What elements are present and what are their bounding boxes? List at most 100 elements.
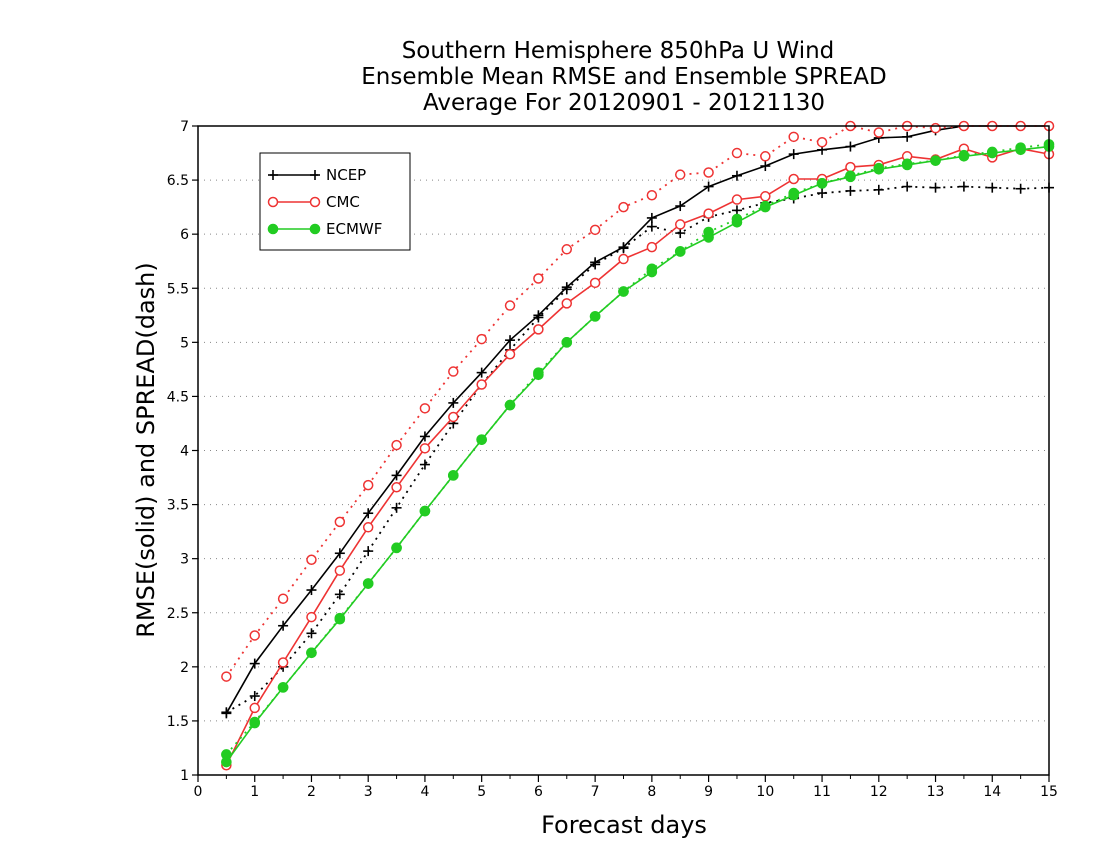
cmc-rmse-point <box>306 611 317 623</box>
y-tick-label: 2 <box>180 660 189 676</box>
y-tick-label: 4.5 <box>167 389 189 405</box>
x-tick-label: 11 <box>813 784 831 800</box>
cmc-rmse-point <box>249 702 260 714</box>
ncep-rmse-point <box>419 431 430 442</box>
x-tick-label: 12 <box>870 784 888 800</box>
legend: NCEP CMC ECMWF <box>259 152 411 251</box>
ncep-spread-point <box>902 181 913 192</box>
ncep-spread-point <box>958 181 969 192</box>
ecmwf-rmse-point <box>958 150 970 162</box>
x-tick-label: 4 <box>420 784 429 800</box>
cmc-rmse-point <box>561 298 573 309</box>
y-tick-label: 2.5 <box>167 606 189 622</box>
ncep-rmse-point <box>249 658 260 669</box>
x-axis-label: Forecast days <box>541 811 707 839</box>
ncep-rmse-point <box>590 257 601 268</box>
legend-label-ecmwf: ECMWF <box>326 220 382 238</box>
ecmwf-rmse-point <box>731 216 743 228</box>
ecmwf-rmse-point <box>986 147 998 159</box>
ecmwf-rmse-point <box>476 434 487 445</box>
y-tick-label: 3.5 <box>167 498 189 514</box>
ncep-spread-point <box>334 589 345 600</box>
ncep-spread-point <box>731 205 742 216</box>
ncep-rmse-point <box>476 367 487 378</box>
ncep-rmse-point <box>675 201 686 212</box>
ncep-spread-point <box>675 228 686 239</box>
ncep-rmse-point <box>306 585 317 596</box>
ecmwf-rmse-point <box>561 337 573 348</box>
title-line-1: Southern Hemisphere 850hPa U Wind <box>402 38 835 64</box>
ncep-spread-line <box>225 185 1050 714</box>
cmc-spread-point <box>419 403 431 414</box>
ncep-spread-point <box>930 182 941 193</box>
legend-marker-ecmwf <box>267 223 279 235</box>
ncep-rmse-point <box>731 170 742 181</box>
ncep-rmse-point <box>646 212 657 223</box>
ncep-rmse-point <box>334 548 345 559</box>
ecmwf-rmse-point <box>674 246 686 257</box>
x-tick-label: 10 <box>756 784 774 800</box>
cmc-spread-point <box>334 516 346 528</box>
ecmwf-rmse-point <box>589 311 601 322</box>
cmc-spread-point <box>760 151 771 162</box>
ecmwf-rmse-point <box>277 682 289 693</box>
legend-label-cmc: CMC <box>326 193 360 211</box>
ncep-spread-point <box>817 188 828 199</box>
legend-marker-ncep <box>310 170 320 180</box>
cmc-rmse-point <box>476 379 487 390</box>
chart-title: Southern Hemisphere 850hPa U Wind Ensemb… <box>361 38 886 116</box>
ncep-spread-point <box>306 628 317 639</box>
ncep-spread-point <box>419 459 430 470</box>
cmc-rmse-point <box>760 191 771 202</box>
y-tick-label: 1 <box>180 768 189 784</box>
x-tick-label: 14 <box>983 784 1001 800</box>
cmc-spread-point <box>731 147 743 159</box>
y-tick-label: 3 <box>180 552 189 568</box>
ecmwf-rmse-point <box>221 756 232 768</box>
title-line-3: Average For 20120901 - 20121130 <box>423 90 825 116</box>
y-tick-label: 1.5 <box>167 714 189 730</box>
y-tick-label: 5.5 <box>167 281 189 297</box>
ecmwf-rmse-point <box>646 266 658 278</box>
cmc-spread-point <box>362 479 374 491</box>
x-tick-label: 9 <box>704 784 713 800</box>
y-tick-label: 7 <box>180 119 189 135</box>
x-tick-label: 1 <box>250 784 259 800</box>
x-axis: 0 1 2 3 4 5 6 7 8 9 10 11 12 13 14 15 <box>194 775 1058 800</box>
y-tick-label: 6 <box>180 227 189 243</box>
x-tick-label: 2 <box>307 784 316 800</box>
x-tick-label: 3 <box>364 784 373 800</box>
cmc-spread-point <box>306 554 317 565</box>
ncep-spread-point <box>363 546 374 557</box>
ncep-spread-point <box>873 184 884 195</box>
ncep-rmse-point <box>391 470 402 481</box>
cmc-rmse-point <box>419 443 431 454</box>
ncep-rmse-point <box>902 131 913 142</box>
cmc-spread-point <box>277 593 289 604</box>
cmc-rmse-point <box>277 657 289 668</box>
cmc-spread-point <box>589 224 601 236</box>
ncep-rmse-point <box>703 181 714 192</box>
legend-label-ncep: NCEP <box>326 166 366 184</box>
cmc-spread-point <box>703 167 714 178</box>
series-layer <box>221 120 1055 771</box>
ncep-rmse-point <box>448 397 459 408</box>
cmc-spread-point <box>448 366 459 377</box>
ecmwf-rmse-point <box>504 399 516 411</box>
ecmwf-rmse-point <box>873 163 885 175</box>
cmc-spread-point <box>816 136 828 148</box>
cmc-spread-point <box>221 671 232 682</box>
cmc-rmse-point <box>618 253 629 265</box>
x-tick-label: 6 <box>534 784 543 800</box>
ncep-rmse-point <box>505 335 516 346</box>
cmc-rmse-point <box>674 219 686 230</box>
ecmwf-rmse-point <box>533 369 544 381</box>
ecmwf-rmse-point <box>760 201 771 213</box>
x-tick-label: 15 <box>1040 784 1058 800</box>
ecmwf-rmse-point <box>362 578 374 589</box>
cmc-spread-point <box>476 333 487 345</box>
x-tick-label: 8 <box>647 784 656 800</box>
ecmwf-rmse-point <box>1015 144 1026 156</box>
cmc-spread-point <box>249 630 260 641</box>
cmc-rmse-point <box>504 348 516 360</box>
